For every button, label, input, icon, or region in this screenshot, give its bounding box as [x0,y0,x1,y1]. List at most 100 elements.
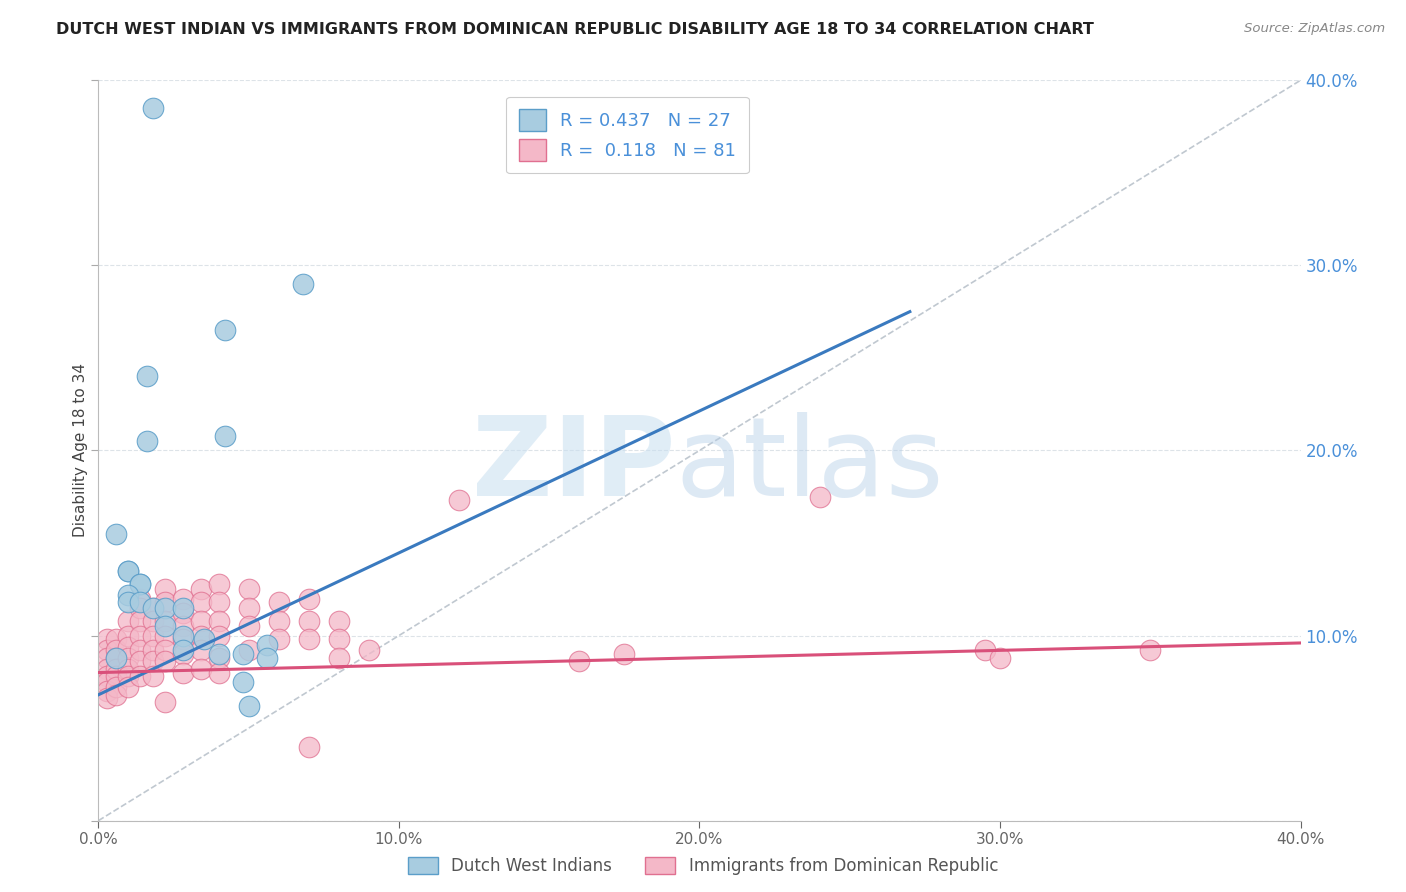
Point [328,614,350,628]
Point [208,576,231,591]
Point [129,643,152,657]
Point [172,665,194,680]
Point [208,665,231,680]
Point [129,629,152,643]
Point [328,632,350,647]
Point [190,643,212,657]
Point [153,582,176,597]
Point [141,600,163,615]
Point [256,650,278,665]
Point [172,632,194,647]
Point [172,629,194,643]
Legend: Dutch West Indians, Immigrants from Dominican Republic: Dutch West Indians, Immigrants from Domi… [399,849,1007,884]
Point [568,655,591,669]
Point [153,695,176,709]
Point [190,614,212,628]
Point [117,640,139,654]
Point [208,650,231,665]
Point [141,629,163,643]
Point [190,582,212,597]
Point [96,662,118,676]
Y-axis label: Disability Age 18 to 34: Disability Age 18 to 34 [73,363,87,538]
Point [129,576,152,591]
Point [214,323,236,337]
Point [232,647,254,661]
Point [153,629,176,643]
Point [238,619,260,633]
Point [117,564,139,578]
Point [141,643,163,657]
Point [129,600,152,615]
Point [141,101,163,115]
Point [153,614,176,628]
Point [267,614,290,628]
Point [129,669,152,683]
Point [117,564,139,578]
Point [238,698,260,713]
Point [135,369,157,384]
Point [193,632,215,647]
Point [105,688,128,702]
Point [105,650,128,665]
Point [190,595,212,609]
Point [256,638,278,652]
Point [141,600,163,615]
Point [96,643,118,657]
Point [105,662,128,676]
Point [141,669,163,683]
Point [613,647,636,661]
Point [988,650,1011,665]
Text: ZIP: ZIP [472,412,675,519]
Point [117,669,139,683]
Point [96,684,118,698]
Point [298,614,321,628]
Point [172,600,194,615]
Point [172,591,194,606]
Point [129,576,152,591]
Point [153,643,176,657]
Point [117,595,139,609]
Point [190,662,212,676]
Point [172,643,194,657]
Point [172,647,194,661]
Point [141,614,163,628]
Point [1139,643,1161,657]
Point [447,493,470,508]
Point [96,632,118,647]
Point [129,595,152,609]
Text: atlas: atlas [675,412,943,519]
Legend: R = 0.437   N = 27, R =  0.118   N = 81: R = 0.437 N = 27, R = 0.118 N = 81 [506,96,749,173]
Point [96,674,118,689]
Point [328,650,350,665]
Point [153,619,176,633]
Point [141,655,163,669]
Point [153,600,176,615]
Point [190,629,212,643]
Point [105,681,128,695]
Point [267,595,290,609]
Point [129,614,152,628]
Point [172,619,194,633]
Point [105,643,128,657]
Point [117,681,139,695]
Point [238,600,260,615]
Point [291,277,314,291]
Text: Source: ZipAtlas.com: Source: ZipAtlas.com [1244,22,1385,36]
Point [232,674,254,689]
Point [117,614,139,628]
Point [129,591,152,606]
Point [117,629,139,643]
Point [298,632,321,647]
Point [208,647,231,661]
Point [357,643,380,657]
Point [214,428,236,442]
Point [105,632,128,647]
Point [135,434,157,449]
Point [117,588,139,602]
Point [129,655,152,669]
Point [153,595,176,609]
Point [808,490,831,504]
Point [238,643,260,657]
Point [208,629,231,643]
Point [117,662,139,676]
